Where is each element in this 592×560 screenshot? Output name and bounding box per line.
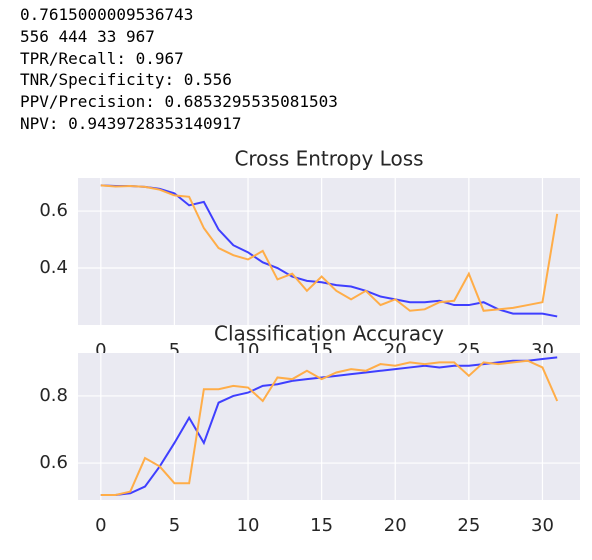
- series-line: [100, 359, 559, 496]
- x-tick-label: 0: [95, 340, 106, 361]
- y-tick-label: 0.6: [39, 200, 68, 221]
- y-tick-label: 0.8: [39, 385, 68, 406]
- y-tick-label: 0.6: [39, 452, 68, 473]
- cell-output: 0.7615000009536743 556 444 33 967 TPR/Reca…: [20, 4, 338, 135]
- x-tick-label: 10: [237, 515, 260, 536]
- output-line: PPV/Precision: 0.6853295535081503: [20, 92, 338, 112]
- chart-title: Classification Accuracy: [214, 322, 444, 346]
- x-tick-label: 5: [169, 340, 180, 361]
- x-tick-label: 25: [457, 515, 480, 536]
- x-tick-label: 15: [310, 515, 333, 536]
- output-line: NPV: 0.9439728353140917: [20, 113, 242, 133]
- x-tick-label: 20: [384, 515, 407, 536]
- chart-title: Cross Entropy Loss: [234, 147, 423, 171]
- series-line: [100, 184, 559, 312]
- y-tick-label: 0.4: [39, 257, 68, 278]
- plot-area: [78, 178, 580, 325]
- output-line: TNR/Specificity: 0.556: [20, 70, 232, 90]
- output-line: TPR/Recall: 0.967: [20, 48, 184, 68]
- output-line: 556 444 33 967: [20, 26, 155, 46]
- x-tick-label: 0: [95, 515, 106, 536]
- x-tick-label: 30: [531, 515, 554, 536]
- output-line: 0.7615000009536743: [20, 5, 194, 24]
- x-tick-label: 5: [169, 515, 180, 536]
